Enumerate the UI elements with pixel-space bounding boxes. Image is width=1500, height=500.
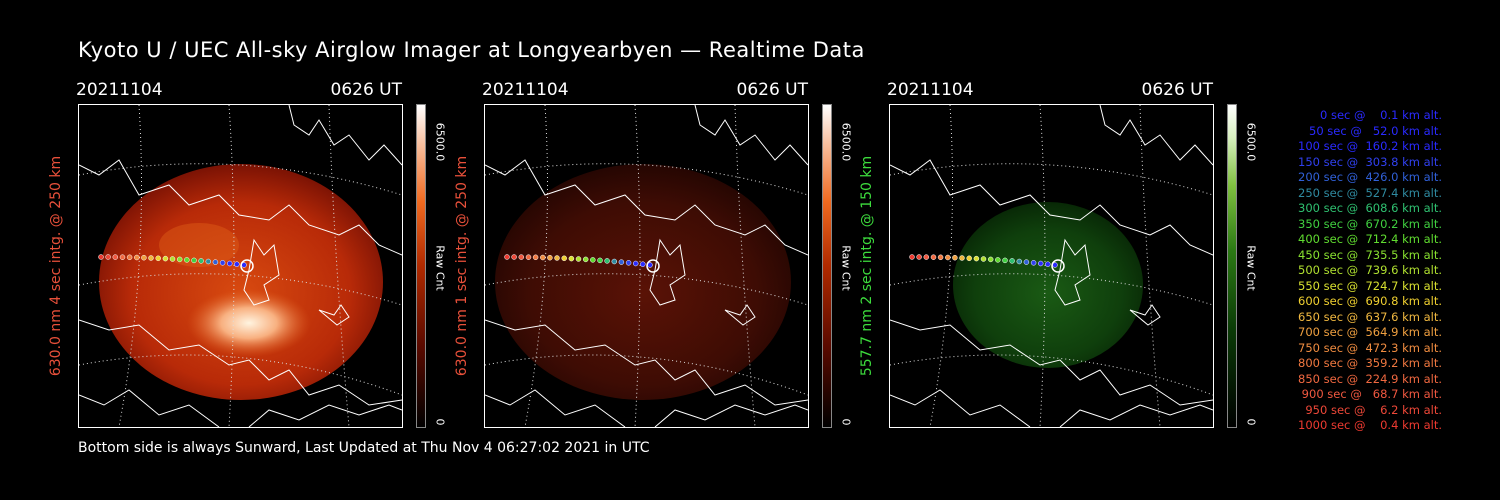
footer-status: Bottom side is always Sunward, Last Upda… (78, 440, 650, 456)
legend-entry: 650 sec @ 637.6 km alt. (1294, 309, 1442, 324)
panel-time: 0626 UT (1141, 80, 1214, 100)
image-panel-3: 20211104 0626 UT 557.7 nm 2 sec intg. @ … (859, 80, 1289, 430)
legend-entry: 1000 sec @ 0.4 km alt. (1298, 418, 1442, 432)
legend-entry: 750 sec @ 472.3 km alt. (1294, 340, 1442, 355)
colorbar (416, 104, 426, 428)
panel-ylabel: 557.7 nm 2 sec intg. @ 150 km (859, 155, 875, 377)
legend-entry: 550 sec @ 724.7 km alt. (1294, 278, 1442, 293)
image-panel-1: 20211104 0626 UT 630.0 nm 4 sec intg. @ … (48, 80, 478, 430)
allsky-image (889, 104, 1214, 428)
allsky-image (78, 104, 403, 428)
panel-date: 20211104 (76, 80, 163, 100)
legend-entry: 450 sec @ 735.5 km alt. (1294, 247, 1442, 262)
legend-entry: 900 sec @ 68.7 km alt. (1298, 387, 1442, 401)
legend-entry: 200 sec @ 426.0 km alt. (1294, 170, 1442, 184)
legend-entry: 400 sec @ 712.4 km alt. (1294, 232, 1442, 246)
legend-entry: 600 sec @ 690.8 km alt. (1294, 294, 1442, 308)
legend-entry: 500 sec @ 739.6 km alt. (1294, 263, 1442, 277)
allsky-image (484, 104, 809, 428)
colorbar-unit: Raw Cnt (1244, 245, 1258, 291)
colorbar-max: 6500.0 (839, 122, 853, 162)
trajectory-legend: 0 sec @ 0.1 km alt. 50 sec @ 52.0 km alt… (1294, 108, 1442, 434)
panel-date: 20211104 (482, 80, 569, 100)
colorbar-min: 0 (1244, 418, 1258, 426)
colorbar-max: 6500.0 (433, 122, 447, 162)
colorbar (1227, 104, 1237, 428)
legend-entry: 800 sec @ 359.2 km alt. (1294, 356, 1442, 370)
legend-entry: 50 sec @ 52.0 km alt. (1301, 123, 1442, 138)
colorbar-max: 6500.0 (1244, 122, 1258, 162)
legend-entry: 100 sec @ 160.2 km alt. (1294, 139, 1442, 153)
page-title: Kyoto U / UEC All-sky Airglow Imager at … (78, 38, 865, 62)
legend-entry: 350 sec @ 670.2 km alt. (1294, 216, 1442, 231)
legend-entry: 250 sec @ 527.4 km alt. (1294, 185, 1442, 200)
legend-entry: 300 sec @ 608.6 km alt. (1294, 201, 1442, 215)
legend-entry: 850 sec @ 224.9 km alt. (1294, 371, 1442, 386)
colorbar-min: 0 (839, 418, 853, 426)
panel-time: 0626 UT (736, 80, 809, 100)
colorbar-min: 0 (433, 418, 447, 426)
panel-ylabel: 630.0 nm 1 sec intg. @ 250 km (454, 155, 470, 377)
legend-entry: 950 sec @ 6.2 km alt. (1301, 402, 1442, 417)
panel-time: 0626 UT (330, 80, 403, 100)
panel-date: 20211104 (887, 80, 974, 100)
legend-entry: 150 sec @ 303.8 km alt. (1294, 154, 1442, 169)
legend-entry: 700 sec @ 564.9 km alt. (1294, 325, 1442, 339)
legend-entry: 0 sec @ 0.1 km alt. (1309, 108, 1442, 122)
colorbar (822, 104, 832, 428)
colorbar-unit: Raw Cnt (433, 245, 447, 291)
panel-ylabel: 630.0 nm 4 sec intg. @ 250 km (48, 155, 64, 377)
colorbar-unit: Raw Cnt (839, 245, 853, 291)
image-panel-2: 20211104 0626 UT 630.0 nm 1 sec intg. @ … (454, 80, 884, 430)
